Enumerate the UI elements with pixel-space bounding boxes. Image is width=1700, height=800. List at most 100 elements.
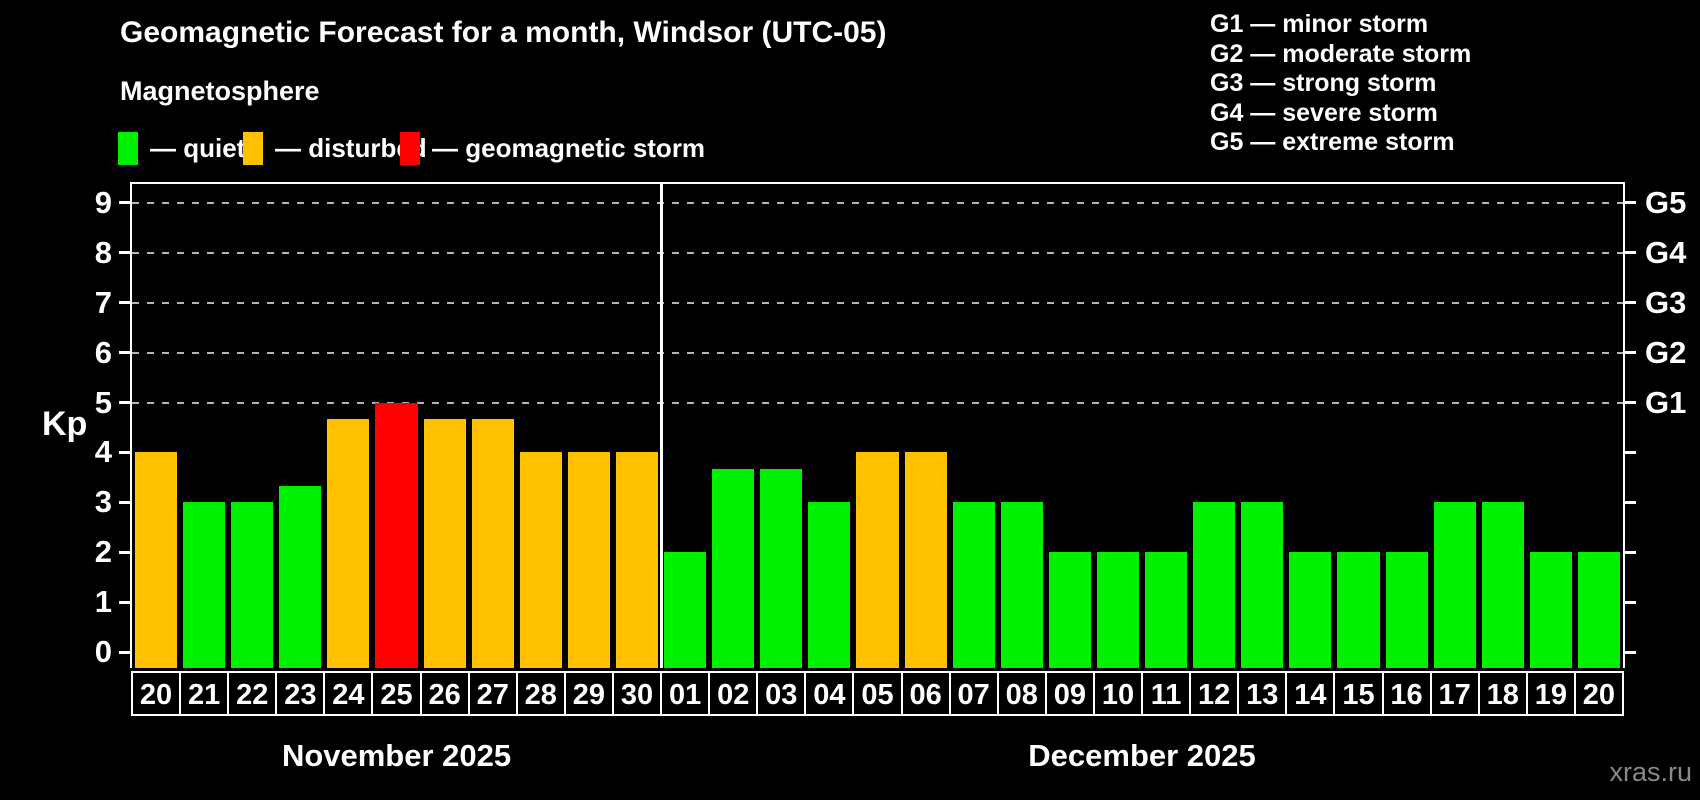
kp-tick-label: 8 (94, 234, 112, 270)
kp-bar (1385, 552, 1428, 668)
magnetosphere-subtitle: Magnetosphere (120, 76, 320, 106)
day-label: 11 (1141, 671, 1192, 716)
page-title: Geomagnetic Forecast for a month, Windso… (120, 16, 887, 49)
day-label: 28 (515, 671, 566, 716)
kp-bar (1337, 552, 1380, 668)
kp-bar (664, 552, 707, 668)
kp-gridline (132, 251, 1623, 254)
day-label: 05 (852, 671, 903, 716)
kp-bar (808, 502, 851, 668)
left-axis-tick (119, 401, 132, 405)
kp-bar (279, 485, 322, 668)
day-label: 15 (1333, 671, 1384, 716)
kp-axis-label: Kp (42, 405, 88, 443)
kp-tick-label: 5 (94, 384, 112, 420)
left-axis-tick (119, 301, 132, 305)
kp-gridline (132, 301, 1623, 304)
g-scale-legend: G1 — minor storm G2 — moderate storm G3 … (1210, 10, 1471, 158)
g1-legend-line: G1 — minor storm (1210, 10, 1429, 38)
right-axis-tick (1623, 550, 1636, 554)
left-axis-tick (119, 450, 132, 454)
g-scale-axis-label: G4 (1645, 234, 1687, 270)
day-label: 16 (1381, 671, 1432, 716)
day-label: 22 (227, 671, 278, 716)
day-label: 21 (179, 671, 230, 716)
kp-bar (1193, 502, 1236, 668)
kp-bar (760, 468, 803, 668)
kp-tick-label: 2 (94, 534, 112, 570)
month-separator-line (659, 182, 663, 668)
kp-bar (1433, 502, 1476, 668)
left-axis-tick (119, 351, 132, 355)
month-label-november: November 2025 (281, 738, 512, 773)
g5-legend-line: G5 — extreme storm (1210, 128, 1455, 156)
day-label: 03 (756, 671, 807, 716)
right-axis-tick (1623, 600, 1636, 604)
right-axis-tick (1623, 450, 1636, 454)
day-label: 20 (131, 671, 182, 716)
kp-gridline (132, 201, 1623, 204)
day-label: 29 (563, 671, 614, 716)
g-scale-axis-label: G3 (1645, 284, 1687, 320)
day-label: 07 (948, 671, 999, 716)
day-label: 23 (275, 671, 326, 716)
g2-legend-line: G2 — moderate storm (1210, 39, 1472, 68)
right-axis-tick (1623, 251, 1636, 255)
g-scale-axis-label: G2 (1645, 334, 1687, 370)
day-label: 26 (419, 671, 470, 716)
kp-tick-label: 1 (94, 584, 112, 620)
kp-bar (1289, 552, 1332, 668)
kp-bar (183, 502, 226, 668)
day-label: 06 (900, 671, 951, 716)
right-axis-tick (1623, 351, 1636, 355)
legend-label-quiet: — quiet (150, 132, 246, 163)
day-label: 01 (660, 671, 711, 716)
g3-legend-line: G3 — strong storm (1210, 69, 1437, 97)
kp-tick-label: 3 (94, 484, 112, 520)
kp-bar (471, 419, 514, 668)
kp-bar (327, 419, 370, 668)
day-label: 17 (1429, 671, 1480, 716)
storm-color-swatch (400, 131, 420, 165)
kp-tick-label: 4 (94, 434, 112, 470)
left-axis-tick (119, 500, 132, 504)
day-label: 20 (1573, 671, 1624, 716)
left-axis-tick (119, 600, 132, 604)
kp-tick-label: 7 (94, 284, 112, 320)
day-label: 13 (1237, 671, 1288, 716)
day-label: 24 (323, 671, 374, 716)
kp-bar (1529, 552, 1572, 668)
day-label: 25 (371, 671, 422, 716)
kp-bar (904, 452, 947, 668)
kp-bar (1145, 552, 1188, 668)
kp-bar (1241, 502, 1284, 668)
right-axis-tick (1623, 500, 1636, 504)
legend-item-quiet: — quiet (118, 130, 245, 166)
watermark-xras-ru: xras.ru (1609, 757, 1692, 787)
legend-label-storm: — geomagnetic storm (432, 132, 706, 163)
kp-bar (1577, 552, 1620, 668)
kp-bar (856, 452, 899, 668)
day-label: 18 (1477, 671, 1528, 716)
right-axis-tick (1623, 650, 1636, 654)
g-scale-axis-label: G5 (1645, 184, 1687, 220)
right-axis-tick (1623, 301, 1636, 305)
day-label: 10 (1092, 671, 1144, 716)
day-label: 02 (708, 671, 759, 716)
legend-item-storm: — geomagnetic storm (400, 130, 705, 166)
kp-tick-label: 0 (94, 634, 112, 670)
month-label-december: December 2025 (1028, 738, 1256, 773)
kp-bar (567, 452, 610, 668)
day-label: 27 (467, 671, 518, 716)
day-label: 12 (1189, 671, 1240, 716)
kp-bar (423, 419, 466, 668)
kp-bar (375, 402, 418, 668)
g4-legend-line: G4 — severe storm (1210, 98, 1438, 127)
right-axis-tick (1623, 201, 1636, 205)
kp-bar (712, 468, 755, 668)
kp-bar (1000, 502, 1043, 668)
kp-bar (1048, 552, 1091, 668)
left-axis-tick (119, 251, 132, 255)
kp-bar (519, 452, 562, 668)
left-axis-tick (119, 650, 132, 654)
